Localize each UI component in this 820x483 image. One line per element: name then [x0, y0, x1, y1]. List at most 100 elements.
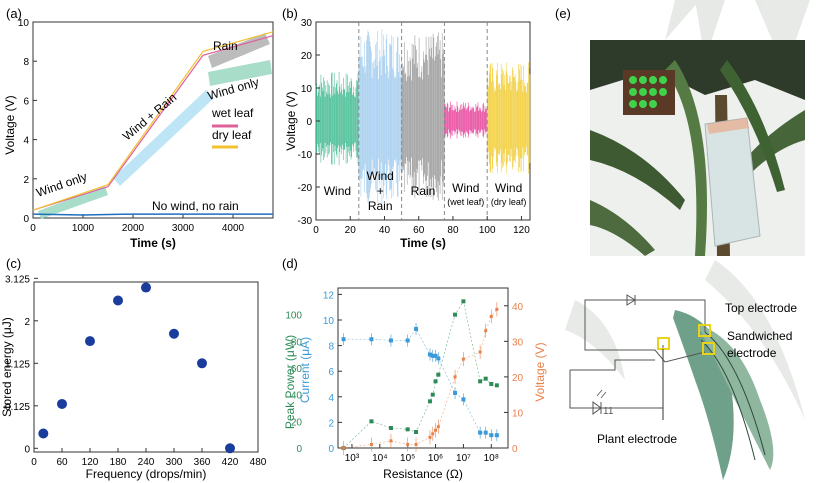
- d-voltage-tick: 30: [512, 337, 524, 348]
- d-current-tick: 12: [323, 290, 335, 301]
- background-foliage: [565, 0, 810, 420]
- d-voltage-point: [461, 357, 465, 361]
- d-voltage-point: [434, 428, 438, 432]
- d-series-line: [343, 309, 498, 449]
- a-xtick-label: 4000: [222, 223, 245, 234]
- d-voltage-point: [406, 442, 410, 446]
- c-xtick-label: 180: [110, 457, 127, 468]
- band-rain: [208, 33, 270, 68]
- b-region-label: Wind: [452, 181, 479, 195]
- panel-c-chart: (c) 0 0.125 1.125 2 3.125 0 60 120 180 240 300 360…: [0, 256, 267, 481]
- d-voltage-point: [389, 439, 393, 443]
- top-electrode-marker: [698, 324, 711, 337]
- d-current-tick: 8: [328, 342, 334, 353]
- c-data-point: [197, 358, 207, 369]
- c-data-point: [85, 336, 95, 347]
- d-power-point: [478, 379, 483, 384]
- panel-c-frame: [33, 281, 259, 453]
- d-power-point: [483, 376, 488, 381]
- annot-rain: Rain: [213, 39, 238, 53]
- b-region-label: (dry leaf): [491, 197, 527, 207]
- a-ytick-label: 10: [18, 18, 30, 29]
- circuit-diagram: 11 Top electrode Sandwiched electrode Pl…: [569, 294, 797, 480]
- d-current-point: [433, 353, 438, 358]
- c-ytick-label: 1.125: [5, 359, 30, 370]
- c-data-point: [141, 282, 151, 293]
- c-data-point: [57, 398, 67, 409]
- svg-text:11: 11: [603, 406, 614, 417]
- d-current-tick: 10: [323, 316, 335, 327]
- b-region-label: +: [377, 184, 384, 198]
- d-current-point: [369, 337, 374, 342]
- d-xtick-label: 10⁴: [372, 453, 387, 464]
- d-voltage-point: [484, 329, 488, 333]
- panel-a-chart: (a) 0 2 4 6 8 10 0 1000 2000 3000 4000 Voltage (V…: [3, 6, 274, 250]
- a-ytick-label: 6: [23, 96, 29, 107]
- a-xtick-label: 2000: [122, 223, 145, 234]
- panel-d-chart: (d) 0 20 40 60 80 100 0 2 4 6 8 10 12 0 10 20 30 40 10³…: [282, 256, 547, 481]
- a-ytick-label: 0: [23, 214, 29, 225]
- panel-a-ylabel: Voltage (V): [3, 95, 17, 154]
- b-ytick-label: 20: [301, 51, 313, 62]
- a-ytick-label: 8: [23, 57, 29, 68]
- led-array: [629, 76, 667, 108]
- b-region-label: Rain: [411, 184, 436, 198]
- d-current-point: [453, 390, 458, 395]
- c-ytick-label: 0.125: [5, 402, 30, 413]
- d-current-point: [405, 338, 410, 343]
- b-signal-segment: [486, 62, 531, 174]
- b-signal-segment: [444, 101, 488, 139]
- d-voltage-point: [478, 350, 482, 354]
- d-xtick-label: 10⁸: [484, 453, 499, 464]
- diode-symbol: [626, 294, 636, 306]
- d-voltage-point: [489, 314, 493, 318]
- d-xtick-label: 10⁷: [456, 453, 471, 464]
- panel-e-diagram: (e) 11: [555, 0, 810, 480]
- panel-b-label: (b): [282, 6, 298, 21]
- c-ytick-label: 2: [24, 317, 30, 328]
- c-xtick-label: 300: [166, 457, 183, 468]
- plant-photo: [590, 40, 805, 256]
- panel-d-xlabel: Resistance (Ω): [383, 467, 463, 481]
- c-data-point: [169, 328, 179, 339]
- d-voltage-point: [453, 375, 457, 379]
- d-voltage-tick: 10: [512, 408, 524, 419]
- b-ytick-label: -20: [298, 183, 313, 194]
- annot-no-wind: No wind, no rain: [152, 199, 239, 213]
- d-voltage-tick: 0: [512, 444, 518, 455]
- panel-d-ylabel-power: Peak Power (μW): [283, 335, 297, 429]
- d-series-line: [343, 328, 497, 436]
- panel-b-ylabel: Voltage (V): [284, 91, 298, 150]
- legend-wet-leaf: wet leaf: [211, 106, 254, 120]
- wet-leaf-line: [32, 35, 274, 211]
- d-power-point: [388, 426, 393, 430]
- panel-e-label: (e): [555, 6, 571, 21]
- label-sandwiched: Sandwiched: [727, 329, 792, 343]
- b-region-label: (wet leaf): [447, 197, 484, 207]
- d-voltage-point: [428, 435, 432, 439]
- panel-a-label: (a): [6, 6, 22, 21]
- c-ytick-label: 0: [24, 444, 30, 455]
- d-xtick-label: 10⁵: [400, 453, 415, 464]
- d-current-point: [430, 353, 435, 358]
- b-ytick-label: 30: [301, 18, 313, 29]
- b-xtick-label: 120: [513, 225, 530, 236]
- panel-c-ylabel: Stored energy (μJ): [0, 317, 14, 417]
- d-power-point: [369, 419, 374, 424]
- d-current-point: [489, 433, 494, 438]
- d-current-tick: 2: [328, 418, 334, 429]
- d-voltage-point: [414, 442, 418, 446]
- b-region-label: Rain: [368, 199, 393, 213]
- d-current-point: [414, 326, 419, 331]
- b-xtick-label: 60: [413, 225, 425, 236]
- b-region-label: Wind: [367, 169, 394, 183]
- c-xtick-label: 360: [194, 457, 211, 468]
- legend-dry-leaf: dry leaf: [212, 128, 252, 142]
- c-ytick-label: 3.125: [5, 274, 30, 285]
- d-power-point: [430, 392, 435, 397]
- dry-leaf-line: [32, 31, 274, 211]
- panel-a-xlabel: Time (s): [130, 236, 176, 250]
- b-region-label: Wind: [495, 181, 522, 195]
- band-wind-rain: [113, 90, 214, 186]
- d-power-point: [414, 430, 419, 434]
